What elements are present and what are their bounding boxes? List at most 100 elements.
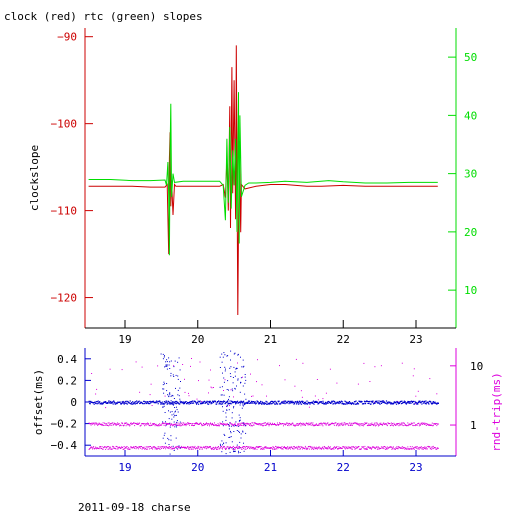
rnd-trip-point	[245, 423, 246, 425]
rnd-trip-point	[139, 446, 141, 448]
rnd-trip-point	[166, 422, 168, 424]
rnd-trip-point	[302, 362, 304, 364]
offset-point	[166, 365, 168, 367]
rnd-trip-point	[395, 447, 397, 449]
rnd-trip-point	[329, 446, 331, 448]
y-tick-label: −110	[51, 205, 78, 218]
rnd-trip-point	[95, 447, 97, 449]
offset-point	[225, 453, 227, 455]
rnd-trip-point	[116, 423, 118, 425]
rnd-trip-point	[426, 423, 428, 425]
rnd-trip-point	[181, 422, 183, 424]
offset-point	[219, 400, 221, 403]
offset-point	[164, 366, 166, 368]
offset-point	[363, 403, 365, 405]
rnd-trip-point	[411, 423, 413, 425]
rnd-trip-point	[397, 448, 399, 450]
offset-point	[296, 402, 298, 404]
rnd-trip-point	[134, 447, 136, 449]
rnd-trip-point	[270, 448, 271, 450]
rnd-trip-point	[189, 446, 190, 448]
offset-point	[233, 431, 235, 432]
rnd-trip-point	[112, 447, 114, 449]
rnd-trip-point	[410, 447, 412, 449]
rnd-trip-point	[216, 446, 218, 448]
rnd-trip-point	[407, 422, 409, 424]
offset-point	[173, 376, 175, 377]
rnd-trip-point	[199, 361, 201, 363]
rnd-trip-point	[414, 403, 416, 405]
rnd-trip-point	[184, 422, 186, 424]
rnd-trip-point	[364, 422, 366, 424]
offset-point	[191, 402, 193, 404]
rnd-trip-point	[337, 448, 339, 450]
rnd-trip-point	[121, 369, 123, 371]
rnd-trip-point	[347, 423, 349, 425]
rnd-trip-point	[306, 423, 308, 425]
rnd-trip-point	[125, 425, 127, 427]
rnd-trip-point	[243, 447, 244, 449]
rnd-trip-point	[292, 448, 294, 450]
offset-point	[160, 403, 162, 405]
rnd-trip-point	[240, 424, 241, 426]
rnd-trip-point	[141, 448, 143, 450]
rnd-trip-point	[336, 446, 338, 447]
rnd-trip-point	[133, 422, 135, 424]
offset-point	[221, 440, 223, 442]
offset-point	[227, 400, 229, 402]
offset-point	[253, 401, 255, 403]
offset-point	[397, 403, 400, 405]
rnd-trip-point	[97, 447, 99, 449]
offset-point	[224, 370, 226, 372]
rnd-trip-point	[190, 423, 192, 424]
rnd-trip-point	[228, 447, 229, 449]
offset-point	[241, 401, 243, 403]
rnd-trip-point	[188, 448, 190, 450]
offset-point	[374, 400, 377, 402]
rnd-trip-point	[303, 422, 305, 424]
rnd-trip-point	[145, 446, 147, 448]
rnd-trip-point	[264, 446, 266, 448]
rnd-trip-point	[366, 447, 368, 449]
offset-point	[155, 402, 157, 404]
offset-point	[176, 421, 178, 423]
rnd-trip-point	[234, 447, 235, 448]
rnd-trip-point	[220, 447, 221, 449]
rnd-trip-point	[234, 424, 235, 426]
rnd-trip-point	[419, 446, 421, 448]
rnd-trip-point	[225, 423, 226, 425]
rnd-trip-point	[434, 423, 436, 425]
offset-point	[417, 401, 419, 403]
rnd-trip-point	[185, 447, 186, 448]
rnd-trip-point	[146, 446, 148, 448]
rnd-trip-point	[206, 423, 208, 425]
offset-point	[112, 403, 114, 405]
rnd-trip-point	[221, 446, 222, 447]
offset-point	[164, 412, 166, 413]
rnd-trip-point	[315, 446, 317, 448]
rnd-trip-point	[314, 424, 316, 426]
offset-point	[189, 401, 191, 404]
rnd-trip-point	[169, 423, 171, 425]
rnd-trip-point	[130, 422, 132, 424]
offset-point	[257, 401, 259, 403]
rnd-trip-point	[285, 447, 287, 449]
offset-point	[395, 401, 397, 403]
rnd-trip-point	[124, 423, 126, 425]
rnd-trip-point	[146, 423, 148, 425]
rnd-trip-point	[275, 448, 277, 450]
rnd-trip-point	[115, 423, 117, 425]
rnd-trip-point	[198, 424, 200, 425]
rnd-trip-point	[398, 447, 400, 449]
rnd-trip-point	[403, 447, 405, 448]
offset-point	[246, 402, 248, 404]
rnd-trip-point	[378, 424, 380, 426]
rnd-trip-point	[185, 425, 187, 427]
rnd-trip-point	[309, 446, 311, 448]
rnd-trip-point	[155, 423, 157, 425]
rnd-trip-point	[391, 423, 393, 424]
offset-point	[307, 402, 309, 404]
offset-point	[169, 401, 171, 403]
rnd-trip-point	[327, 422, 329, 424]
rnd-trip-point	[258, 423, 259, 425]
